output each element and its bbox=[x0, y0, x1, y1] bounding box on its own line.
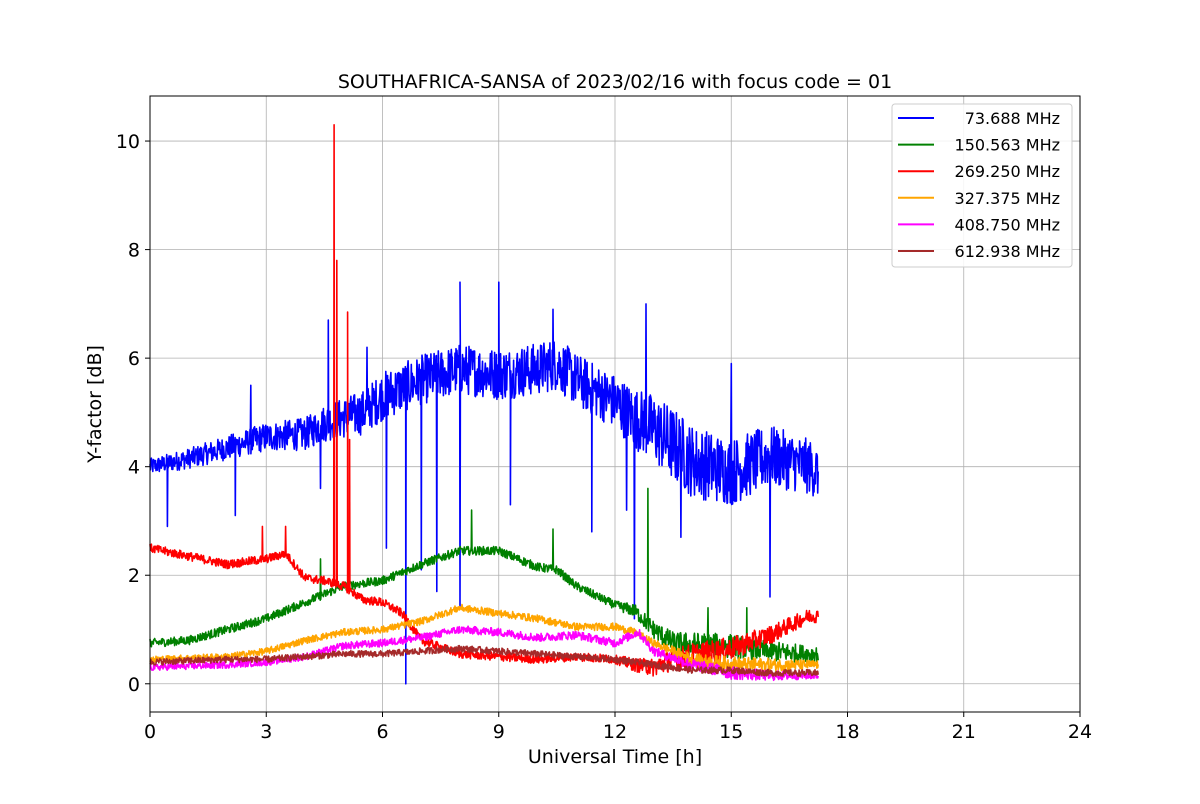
x-tick-label: 15 bbox=[719, 721, 743, 743]
y-tick-label: 0 bbox=[128, 674, 140, 696]
legend-label: 150.563 MHz bbox=[955, 136, 1060, 155]
y-axis-label: Y-factor [dB] bbox=[84, 345, 106, 464]
x-tick-label: 12 bbox=[603, 721, 627, 743]
x-tick-label: 24 bbox=[1068, 721, 1092, 743]
y-tick-label: 10 bbox=[116, 131, 140, 153]
chart-title: SOUTHAFRICA-SANSA of 2023/02/16 with foc… bbox=[338, 71, 892, 93]
legend-box bbox=[891, 103, 1073, 268]
x-tick-label: 6 bbox=[376, 721, 388, 743]
legend-label: 408.750 MHz bbox=[955, 215, 1060, 234]
y-tick-label: 8 bbox=[128, 240, 140, 262]
x-tick-label: 3 bbox=[260, 721, 272, 743]
legend-label: 269.250 MHz bbox=[955, 162, 1060, 181]
x-tick-label: 18 bbox=[835, 721, 859, 743]
series-line-1 bbox=[149, 487, 819, 664]
legend: 73.688 MHz 150.563 MHz 269.250 MHz 327.375 … bbox=[891, 103, 1073, 268]
x-tick-label: 0 bbox=[144, 721, 156, 743]
x-axis-label: Universal Time [h] bbox=[528, 746, 702, 768]
series-line-3 bbox=[149, 603, 819, 674]
y-tick-label: 6 bbox=[128, 348, 140, 370]
x-tick-label: 9 bbox=[493, 721, 505, 743]
legend-label: 612.938 MHz bbox=[955, 242, 1060, 261]
legend-label: 73.688 MHz bbox=[965, 109, 1060, 128]
x-tick-label: 21 bbox=[952, 721, 976, 743]
legend-label: 327.375 MHz bbox=[955, 189, 1060, 208]
y-tick-label: 4 bbox=[128, 457, 140, 479]
series-line-5 bbox=[149, 644, 819, 677]
series-line-0 bbox=[149, 281, 819, 685]
series-group bbox=[149, 124, 819, 685]
y-tick-label: 2 bbox=[128, 565, 140, 587]
